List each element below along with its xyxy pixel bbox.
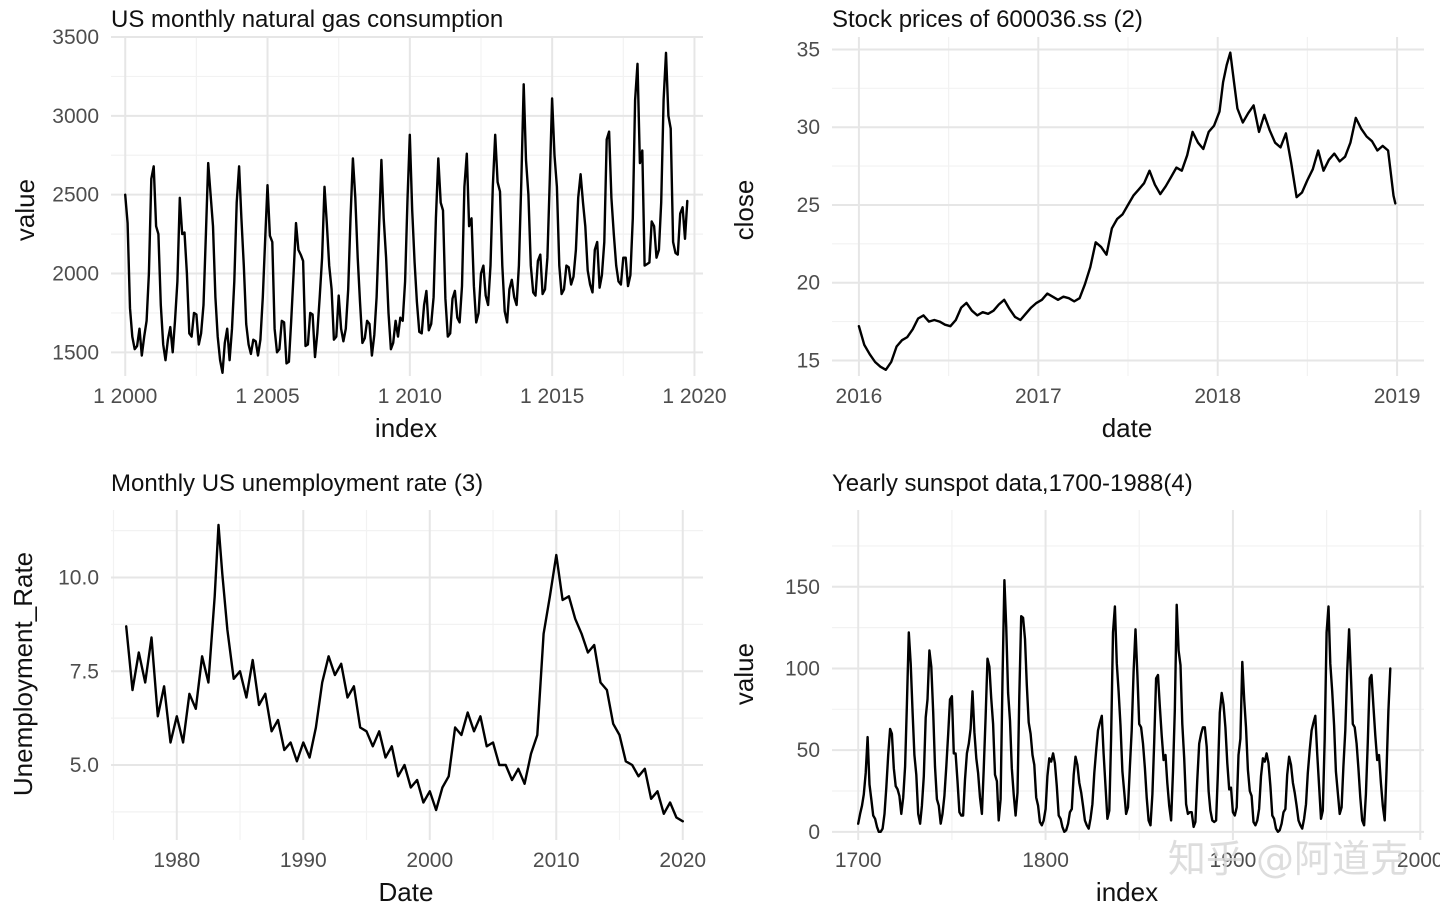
x-tick-label: 2018: [1194, 385, 1241, 408]
tick-labels: 1980 1990 2000 2010 2020 5.0 7.5 10.0: [58, 567, 706, 873]
y-tick-label: 50: [797, 739, 820, 762]
y-tick-label: 20: [797, 272, 820, 295]
x-tick-label: 2019: [1374, 385, 1421, 408]
y-tick-label: 15: [797, 349, 820, 372]
series-line: [125, 523, 684, 823]
y-axis-title: value: [10, 179, 40, 241]
grid: [832, 37, 1424, 376]
y-tick-label: 5.0: [70, 754, 99, 777]
x-tick-label: 1 2005: [235, 385, 299, 408]
x-tick-label: 1 2010: [378, 385, 442, 408]
tick-labels: 1700 1800 1900 2000 0 50 100 150: [785, 576, 1440, 872]
x-tick-label: 1700: [835, 849, 882, 872]
x-tick-label: 1980: [153, 849, 200, 872]
grid: [111, 510, 703, 840]
y-tick-label: 10.0: [58, 567, 99, 590]
y-tick-label: 2000: [52, 263, 99, 286]
x-tick-label: 1900: [1210, 849, 1257, 872]
y-tick-label: 25: [797, 194, 820, 217]
y-axis-title: close: [729, 180, 759, 241]
x-tick-label: 1990: [280, 849, 327, 872]
x-tick-label: 2010: [533, 849, 580, 872]
x-tick-label: 2016: [836, 385, 883, 408]
series-line: [857, 579, 1392, 833]
x-tick-label: 2000: [406, 849, 453, 872]
watermark-text: 知乎 @阿道克: [1168, 837, 1408, 881]
y-tick-label: 1500: [52, 341, 99, 364]
x-axis-title: date: [1102, 413, 1153, 443]
panel-title: Yearly sunspot data,1700-1988(4): [832, 470, 1193, 497]
panel-natural-gas: US monthly natural gas consumption 1 200…: [10, 6, 727, 443]
series-line: [857, 51, 1397, 371]
y-tick-label: 3500: [52, 26, 99, 49]
y-tick-label: 0: [808, 821, 820, 844]
panel-unemployment: Monthly US unemployment rate (3) 1980 199…: [8, 470, 706, 907]
y-tick-label: 150: [785, 576, 820, 599]
y-tick-label: 3000: [52, 105, 99, 128]
x-axis-title: index: [375, 413, 437, 443]
x-tick-label: 1 2020: [662, 385, 726, 408]
x-tick-label: 1800: [1022, 849, 1069, 872]
y-tick-label: 100: [785, 657, 820, 680]
tick-labels: 1 2000 1 2005 1 2010 1 2015 1 2020 1500 2000 25…: [52, 26, 726, 408]
x-axis-title: index: [1096, 877, 1158, 907]
panel-title: Monthly US unemployment rate (3): [111, 470, 483, 497]
x-tick-label: 2017: [1015, 385, 1062, 408]
y-axis-title: Unemployment_Rate: [8, 552, 38, 796]
y-tick-label: 35: [797, 38, 820, 61]
tick-labels: 2016 2017 2018 2019 15 20 25 30 35: [797, 38, 1421, 408]
y-tick-label: 2500: [52, 184, 99, 207]
y-axis-title: value: [729, 643, 759, 705]
panel-title: Stock prices of 600036.ss (2): [832, 6, 1143, 33]
x-tick-label: 2020: [659, 849, 706, 872]
grid: [832, 510, 1424, 840]
grid: [111, 36, 703, 376]
panel-stock-prices: Stock prices of 600036.ss (2) 2016 2017 20…: [729, 6, 1424, 443]
y-tick-label: 30: [797, 116, 820, 139]
panel-sunspots: Yearly sunspot data,1700-1988(4) 1700 180…: [729, 470, 1440, 907]
x-tick-label: 1 2015: [520, 385, 584, 408]
y-tick-label: 7.5: [70, 660, 99, 683]
x-tick-label: 1 2000: [93, 385, 157, 408]
x-tick-label: 2000: [1397, 849, 1440, 872]
series-line: [124, 51, 689, 374]
panel-title: US monthly natural gas consumption: [111, 6, 503, 33]
x-axis-title: Date: [379, 877, 434, 907]
